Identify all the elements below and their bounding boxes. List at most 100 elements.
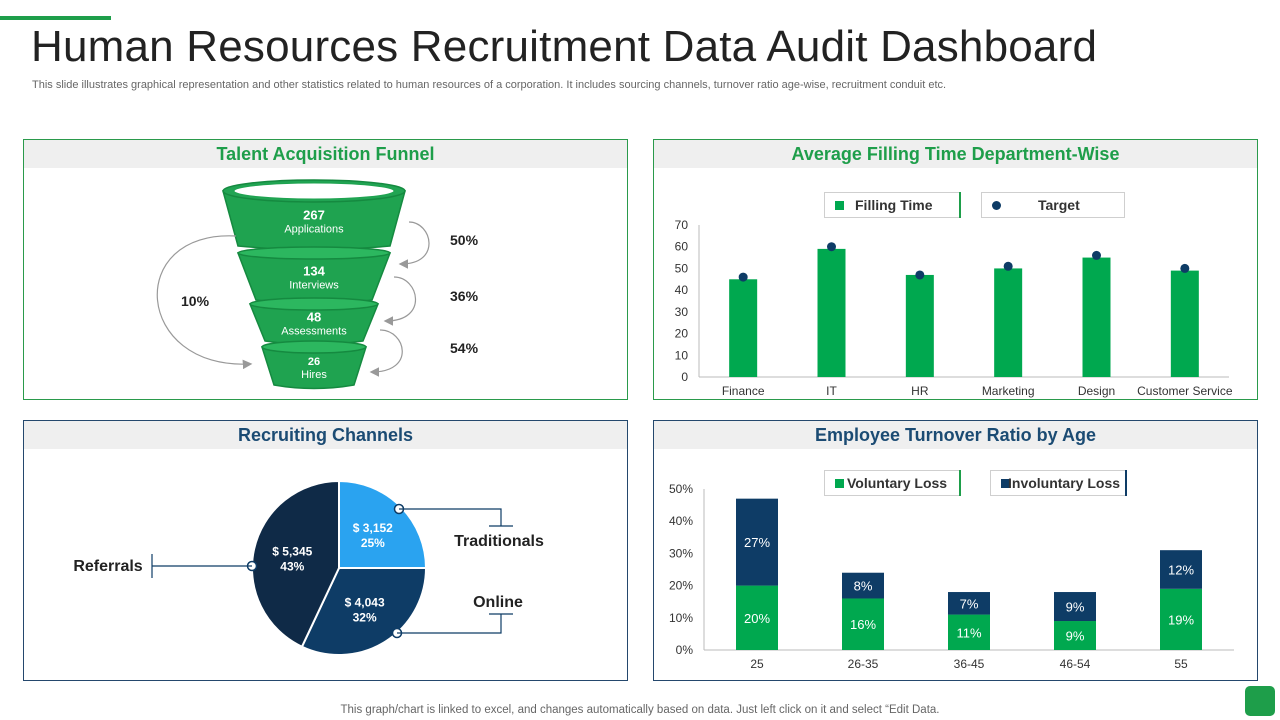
target-point: [1003, 261, 1013, 271]
bar-filling-time: [729, 279, 758, 377]
bar-voluntary-loss: [736, 585, 778, 650]
legend-filling-time[interactable]: Filling Time: [824, 192, 961, 218]
y-tick-label: 40%: [669, 514, 693, 528]
bar-filling-time: [1170, 270, 1199, 377]
pie-slice-percent: 32%: [353, 610, 377, 624]
pie-slice-referrals: [251, 479, 340, 649]
bar-filling-time: [1082, 257, 1111, 377]
bar-voluntary-loss: [842, 598, 884, 650]
turnover-title: Employee Turnover Ratio by Age: [654, 421, 1257, 449]
funnel-opening: [233, 182, 395, 200]
pie-category-label: Traditionals: [454, 533, 544, 550]
y-tick-label: 60: [675, 240, 689, 254]
legend-target[interactable]: Target: [981, 192, 1125, 218]
bar-data-label: 9%: [1066, 600, 1085, 615]
recruiting-channels-panel: $ 3,152 25% $ 4,043 32% $ 5,345 43% Traditiona…: [23, 420, 628, 681]
callout-line: [399, 508, 502, 526]
funnel-stage-label: Interviews: [289, 280, 339, 292]
bar-data-label: 12%: [1168, 563, 1194, 578]
x-tick-label: 36-45: [954, 657, 985, 671]
bar-data-label: 20%: [744, 611, 770, 626]
x-tick-label: HR: [911, 384, 929, 398]
bar-data-label: 7%: [960, 596, 979, 611]
x-tick-label: Customer Service: [1137, 384, 1233, 398]
x-tick-label: IT: [826, 384, 837, 398]
y-tick-label: 70: [675, 218, 689, 232]
turnover-panel: 0% 10% 20% 30% 40% 50% 20% 27% 25 16% 8% 26-35 11% 7%…: [653, 420, 1258, 681]
funnel-stage-label: Hires: [301, 369, 327, 381]
bar-involuntary-loss: [842, 572, 884, 599]
turnover-chart[interactable]: 0% 10% 20% 30% 40% 50% 20% 27% 25 16% 8% 26-35 11% 7%…: [654, 421, 1259, 682]
y-tick-label: 10: [675, 348, 689, 362]
bar-voluntary-loss: [948, 614, 990, 650]
y-tick-label: 50%: [669, 482, 693, 496]
funnel-stage-value: 48: [307, 310, 321, 325]
legend-accent: [1125, 470, 1127, 496]
bar-filling-time: [817, 248, 846, 377]
bar-data-label: 9%: [1066, 629, 1085, 644]
bar-filling-time: [905, 274, 934, 377]
y-tick-label: 10%: [669, 611, 693, 625]
filling-time-chart[interactable]: 0 10 20 30 40 50 60 70 Finance IT HR Marketing Desig…: [654, 140, 1259, 401]
y-tick-label: 0: [681, 370, 688, 384]
footer-note: This graph/chart is linked to excel, and…: [340, 704, 940, 716]
funnel-stage-top-3: [261, 340, 367, 354]
pie-slice-percent: 43%: [280, 560, 304, 574]
bar-voluntary-loss: [1054, 621, 1096, 650]
legend-involuntary[interactable]: Involuntary Loss: [990, 470, 1127, 496]
page-subtitle: This slide illustrates graphical represe…: [32, 79, 947, 91]
target-point: [915, 270, 925, 280]
legend-label-voluntary: Voluntary Loss: [847, 475, 948, 491]
y-tick-label: 30: [675, 305, 689, 319]
filling-time-title: Average Filling Time Department-Wise: [654, 140, 1257, 168]
bar-filling-time: [994, 268, 1023, 377]
legend-swatch-filling: [835, 201, 844, 210]
bar-voluntary-loss: [1160, 588, 1202, 650]
bar-data-label: 8%: [854, 579, 873, 594]
x-tick-label: 46-54: [1060, 657, 1091, 671]
target-point: [1092, 250, 1101, 260]
funnel-stage-top-2: [249, 297, 379, 311]
bar-involuntary-loss: [948, 592, 990, 615]
pie-slice-amount: $ 3,152: [353, 521, 393, 535]
conversion-rate-label: 50%: [450, 232, 479, 248]
y-tick-label: 30%: [669, 546, 693, 560]
conversion-rate-label: 36%: [450, 288, 479, 304]
legend-swatch-involuntary: [1001, 479, 1010, 488]
conversion-arrow: [398, 221, 430, 269]
bar-data-label: 16%: [850, 617, 876, 632]
y-tick-label: 40: [675, 283, 689, 297]
x-tick-label: 55: [1174, 657, 1188, 671]
funnel-stage-label: Assessments: [281, 326, 347, 338]
x-tick-label: 25: [750, 657, 764, 671]
target-point: [1180, 263, 1190, 273]
bar-involuntary-loss: [736, 498, 778, 586]
x-tick-label: 26-35: [848, 657, 879, 671]
legend-voluntary[interactable]: Voluntary Loss: [824, 470, 961, 496]
pie-slice-percent: 25%: [361, 536, 385, 550]
conversion-arrow: [369, 329, 403, 377]
y-tick-label: 20: [675, 327, 689, 341]
funnel-panel: 267 Applications 134 Interviews 48 Assessment…: [23, 139, 628, 400]
legend-label-target: Target: [1038, 197, 1080, 213]
page-title: Human Resources Recruitment Data Audit D…: [31, 22, 1098, 71]
legend-swatch-voluntary: [835, 479, 844, 488]
filling-time-panel: 0 10 20 30 40 50 60 70 Finance IT HR Marketing Desig…: [653, 139, 1258, 400]
title-accent-line: [0, 16, 111, 20]
funnel-stage-3: [260, 346, 368, 390]
funnel-stage-label: Applications: [284, 224, 344, 236]
bar-data-label: 11%: [956, 625, 981, 640]
target-point: [738, 272, 748, 282]
edit-button[interactable]: [1245, 686, 1275, 716]
y-tick-label: 20%: [669, 579, 693, 593]
legend-accent: [959, 470, 961, 496]
y-tick-label: 50: [675, 261, 689, 275]
x-tick-label: Design: [1078, 384, 1115, 398]
y-tick-label: 0%: [676, 643, 694, 657]
pie-category-label: Online: [473, 594, 523, 611]
conversion-rate-label: 54%: [450, 340, 479, 356]
overall-arrow: [156, 235, 253, 370]
x-tick-label: Marketing: [982, 384, 1035, 398]
